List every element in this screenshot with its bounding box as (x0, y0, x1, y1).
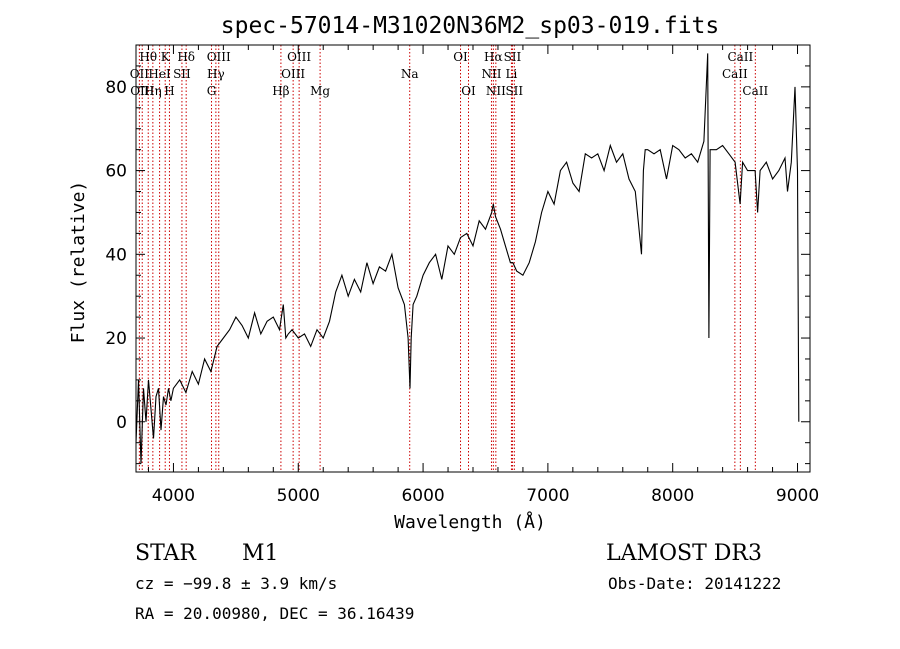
x-tick-label: 9000 (776, 486, 819, 506)
line-label: NII (486, 84, 506, 98)
survey-name: LAMOST DR3 (606, 541, 762, 566)
line-markers (138, 45, 756, 472)
object-subclass: M1 (242, 541, 279, 566)
line-label: Hβ (272, 84, 289, 98)
y-tick-label: 20 (105, 329, 127, 349)
y-axis-label: Flux (relative) (68, 181, 89, 344)
line-label: OIII (287, 50, 311, 64)
line-label: G (207, 84, 217, 98)
y-tick-label: 40 (105, 245, 127, 265)
line-label: Hα (484, 50, 503, 64)
line-label: CaII (727, 50, 753, 64)
line-label: Li (506, 67, 518, 81)
line-label: OIII (281, 67, 305, 81)
y-tick-label: 80 (105, 78, 127, 98)
coordinates: RA = 20.00980, DEC = 36.16439 (135, 604, 415, 623)
x-tick-label: 8000 (651, 486, 694, 506)
line-label: K (161, 50, 171, 64)
x-tick-label: 7000 (526, 486, 569, 506)
redshift-text: cz = −99.8 ± 3.9 km/s (135, 574, 338, 593)
y-tick-label: 0 (116, 413, 127, 433)
line-label: SII (505, 84, 523, 98)
spectrum-line (135, 53, 800, 464)
y-tick-label: 60 (105, 162, 127, 182)
line-label: SII (173, 67, 191, 81)
line-label: Mg (310, 84, 330, 98)
line-label: CaII (742, 84, 768, 98)
x-tick-label: 6000 (401, 486, 444, 506)
line-label: HeI (148, 67, 171, 81)
line-label: Na (401, 67, 419, 81)
obs-date: Obs-Date: 20141222 (608, 574, 782, 593)
line-label: SII (504, 50, 522, 64)
line-label: Hθ (139, 50, 157, 64)
line-label: OII (130, 67, 150, 81)
x-axis-label: Wavelength (Å) (394, 511, 546, 533)
x-axis: 4000 5000 6000 7000 8000 9000 (147, 45, 819, 506)
line-label: Hη (144, 84, 162, 98)
y-axis: 0 20 40 60 80 (105, 44, 810, 465)
object-class: STAR (135, 541, 196, 566)
chart-title: spec-57014-M31020N36M2_sp03-019.fits (221, 13, 720, 39)
line-label: OI (461, 84, 476, 98)
line-label: OI (453, 50, 468, 64)
x-tick-label: 5000 (277, 486, 320, 506)
line-label: H (164, 84, 174, 98)
line-label: CaII (722, 67, 748, 81)
line-label: Hγ (207, 67, 225, 81)
line-label: OIII (207, 50, 231, 64)
line-label: Hδ (177, 50, 195, 64)
line-label: NII (481, 67, 501, 81)
x-tick-label: 4000 (152, 486, 195, 506)
